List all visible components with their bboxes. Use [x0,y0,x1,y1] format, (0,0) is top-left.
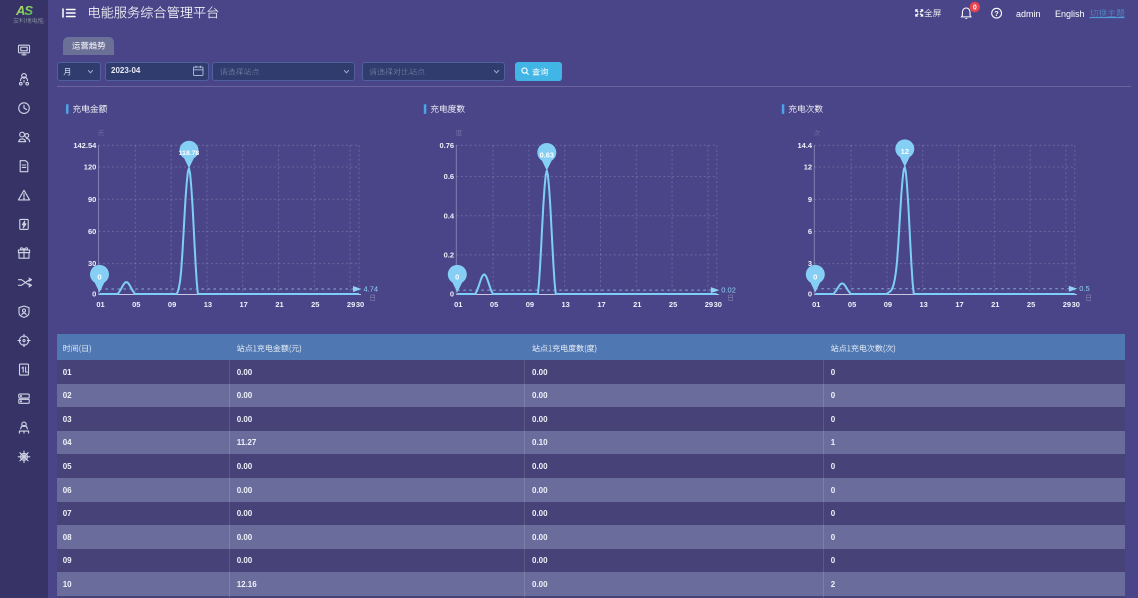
svg-text:30: 30 [1072,300,1080,309]
svg-text:09: 09 [526,300,534,309]
svg-text:0.5: 0.5 [1079,284,1089,293]
svg-text:30: 30 [356,300,364,309]
svg-text:13: 13 [920,300,928,309]
svg-text:0.4: 0.4 [444,211,455,220]
svg-text:13: 13 [204,300,212,309]
svg-text:0.2: 0.2 [444,251,454,260]
svg-text:01: 01 [454,300,462,309]
svg-text:0: 0 [455,272,459,281]
svg-text:30: 30 [88,259,96,268]
svg-text:17: 17 [955,300,963,309]
svg-text:30: 30 [714,300,722,309]
svg-text:0.02: 0.02 [721,286,736,295]
svg-text:90: 90 [88,195,96,204]
svg-text:29: 29 [705,300,713,309]
svg-text:05: 05 [490,300,498,309]
svg-text:05: 05 [848,300,856,309]
svg-text:09: 09 [168,300,176,309]
svg-text:0: 0 [973,5,977,12]
svg-text:4.74: 4.74 [364,285,379,294]
svg-text:21: 21 [633,300,641,309]
svg-text:142.54: 142.54 [73,141,97,150]
svg-text:6: 6 [808,227,812,236]
svg-text:09: 09 [884,300,892,309]
svg-text:0: 0 [808,290,812,299]
svg-text:120: 120 [84,163,97,172]
svg-text:17: 17 [240,300,248,309]
svg-text:01: 01 [812,300,820,309]
svg-text:0: 0 [813,272,817,281]
svg-text:0.76: 0.76 [439,141,454,150]
svg-text:05: 05 [132,300,140,309]
svg-text:0: 0 [97,272,101,281]
svg-text:25: 25 [669,300,677,309]
svg-text:25: 25 [1027,300,1035,309]
svg-text:12: 12 [901,147,909,156]
svg-text:0: 0 [450,290,454,299]
svg-text:14.4: 14.4 [797,141,812,150]
svg-text:21: 21 [991,300,999,309]
svg-text:12: 12 [804,163,812,172]
svg-text:0: 0 [92,290,96,299]
svg-text:?: ? [994,9,999,18]
svg-text:29: 29 [347,300,355,309]
svg-text:01: 01 [96,300,104,309]
svg-text:17: 17 [597,300,605,309]
svg-text:21: 21 [275,300,283,309]
svg-text:13: 13 [562,300,570,309]
svg-text:0.6: 0.6 [444,172,454,181]
svg-text:9: 9 [808,195,812,204]
svg-text:3: 3 [808,259,812,268]
svg-text:25: 25 [311,300,319,309]
svg-text:0.63: 0.63 [540,151,554,160]
svg-text:60: 60 [88,227,96,236]
svg-text:AS: AS [15,3,33,18]
svg-text:29: 29 [1063,300,1071,309]
svg-text:118.78: 118.78 [179,150,200,157]
